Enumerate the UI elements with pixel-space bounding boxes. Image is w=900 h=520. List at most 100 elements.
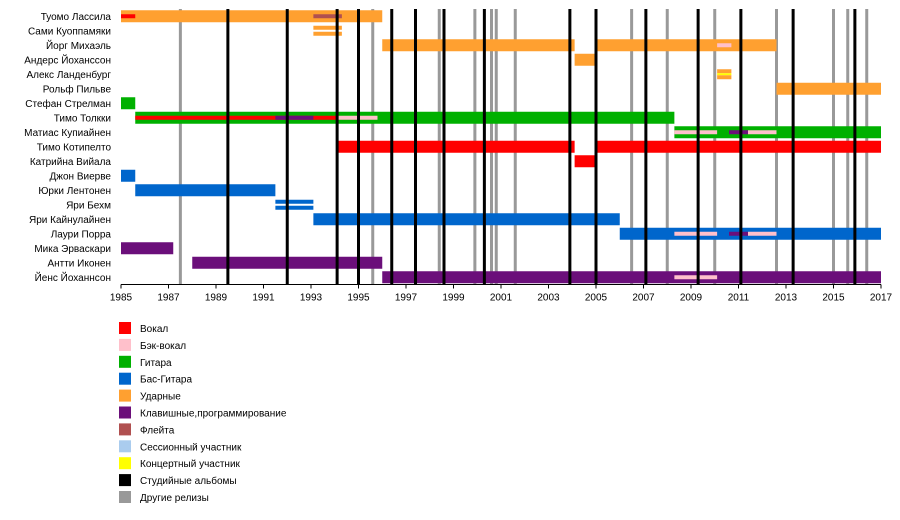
- member-labels: Туомо Лассила Сами Куоппамяки Йорг Михаэль…: [24, 12, 111, 284]
- x-tick-label: 1987: [157, 293, 180, 304]
- x-tick-label: 2003: [537, 293, 560, 304]
- x-tick-label: 2017: [870, 293, 893, 304]
- x-tick-label: 1999: [442, 293, 465, 304]
- member-bar: [382, 271, 881, 284]
- member-bar: [596, 39, 777, 52]
- role-overlay-bar: [748, 130, 777, 135]
- member-label: Мика Эрваскари: [34, 244, 111, 255]
- member-label: Стефан Стрелман: [25, 98, 111, 110]
- member-label: Катрийна Вийала: [30, 157, 112, 168]
- x-tick-label: 2005: [585, 293, 608, 304]
- role-overlay-bar: [748, 231, 777, 236]
- member-label: Джон Виерве: [50, 171, 112, 182]
- member-label: Йенс Йоханнсон: [35, 271, 111, 284]
- x-tick-label: 1985: [110, 293, 133, 304]
- member-label: Андерс Йоханссон: [24, 53, 111, 66]
- x-tick-label: 2013: [775, 293, 798, 304]
- member-label: Туомо Лассила: [41, 12, 112, 23]
- x-axis: 1985 1987 1989 1991 1993 1995 1997 1999 2001 2003…: [110, 284, 893, 304]
- studio-album-line: [335, 9, 339, 285]
- legend-label: Студийные альбомы: [140, 475, 237, 487]
- member-label: Лаури Порра: [51, 229, 112, 240]
- legend-swatch: [119, 474, 131, 487]
- member-bar: [121, 169, 136, 182]
- member-bar: [313, 213, 620, 226]
- x-tick-label: 2001: [490, 293, 513, 304]
- studio-album-line: [594, 9, 598, 285]
- legend-label: Ударные: [140, 392, 181, 403]
- member-label: Сами Куоппамяки: [28, 26, 111, 37]
- legend-swatch: [119, 322, 131, 334]
- role-overlay-bar: [121, 14, 136, 19]
- member-bar: [313, 25, 342, 30]
- legend-label: Сессионный участник: [140, 442, 242, 453]
- member-bar: [337, 140, 575, 153]
- member-label: Йорг Михаэль: [46, 39, 111, 52]
- legend-swatch: [119, 389, 131, 402]
- legend-swatch: [119, 372, 131, 385]
- legend-swatch: [119, 440, 131, 453]
- member-label: Яри Бехм: [66, 200, 111, 211]
- legend-swatch: [119, 491, 131, 503]
- legend-label: Другие релизы: [140, 493, 209, 504]
- legend-label: Гитара: [140, 358, 172, 369]
- member-bar: [382, 39, 575, 52]
- member-label: Тимо Котипелто: [37, 142, 112, 153]
- member-label: Яри Кайнулайнен: [29, 215, 111, 226]
- role-overlay-bar: [674, 130, 718, 135]
- x-tick-label: 2015: [822, 293, 845, 304]
- legend-label: Флейта: [140, 425, 175, 436]
- legend-label: Бас-Гитара: [140, 375, 192, 386]
- studio-album-line: [285, 9, 289, 285]
- membership-bars: [121, 10, 881, 284]
- x-tick-label: 1991: [252, 293, 275, 304]
- studio-album-line: [853, 9, 857, 285]
- live-member-bar: [717, 73, 732, 76]
- legend-swatch: [119, 457, 131, 470]
- member-bar: [275, 205, 314, 210]
- member-label: Алекс Ланденбург: [26, 69, 111, 81]
- studio-album-line: [696, 9, 700, 285]
- role-overlay-bar: [275, 115, 314, 120]
- member-bar: [717, 69, 732, 74]
- member-bar: [135, 111, 675, 124]
- member-label: Рольф Пильве: [43, 83, 112, 95]
- studio-album-line: [442, 9, 446, 285]
- x-tick-label: 2009: [680, 293, 703, 304]
- legend-label: Концертный участник: [140, 459, 241, 470]
- member-label: Антти Иконен: [47, 258, 111, 269]
- other-release-line: [178, 9, 182, 285]
- member-bar: [313, 31, 342, 36]
- legend-label: Клавишные,программирование: [140, 409, 287, 420]
- member-bar: [275, 199, 314, 204]
- role-overlay-bar: [717, 43, 732, 48]
- studio-album-line: [739, 9, 743, 285]
- x-tick-label: 1993: [300, 293, 323, 304]
- studio-album-line: [568, 9, 572, 285]
- legend-swatch: [119, 338, 131, 351]
- legend-label: Бэк-вокал: [140, 341, 186, 352]
- member-label: Юрки Лентонен: [38, 186, 111, 197]
- legend-swatch: [119, 406, 131, 419]
- studio-album-line: [414, 9, 417, 285]
- role-overlay-bar: [674, 275, 718, 280]
- member-bar: [574, 53, 596, 66]
- member-bar: [121, 97, 136, 110]
- x-tick-label: 1995: [347, 293, 370, 304]
- studio-album-line: [482, 9, 486, 285]
- legend-swatch: [119, 423, 131, 436]
- studio-album-line: [644, 9, 648, 285]
- member-bar: [135, 184, 276, 197]
- member-bar: [121, 10, 383, 23]
- legend-swatch: [119, 355, 131, 368]
- member-bar: [574, 155, 596, 168]
- role-overlay-bar: [729, 130, 748, 135]
- studio-album-lines: [226, 9, 857, 285]
- x-tick-label: 1989: [205, 293, 228, 304]
- role-overlay-bar: [729, 231, 748, 236]
- role-overlay-bar: [674, 231, 718, 236]
- x-tick-label: 2011: [728, 293, 750, 304]
- member-bar: [674, 126, 881, 139]
- role-overlay-bar: [135, 115, 338, 120]
